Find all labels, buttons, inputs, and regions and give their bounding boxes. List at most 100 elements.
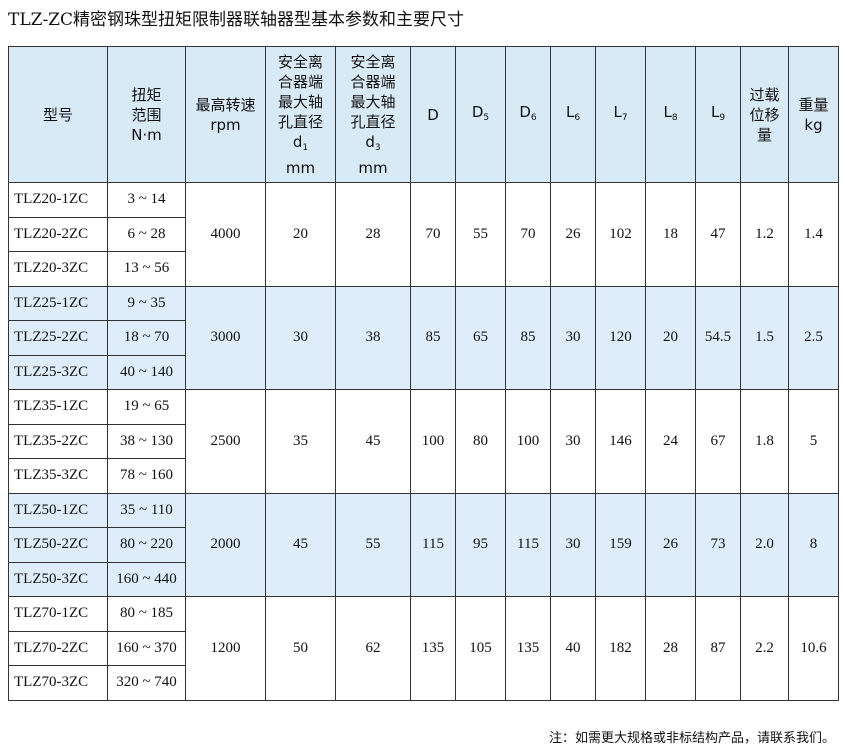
- header-label: 型号: [42, 105, 73, 124]
- table-row: TLZ50-2ZC 80 ~ 220: [8, 527, 839, 563]
- value-cell: 85: [505, 285, 551, 390]
- torque-range-cell: 80 ~ 220: [107, 527, 186, 563]
- table-row: TLZ25-1ZC 9 ~ 35 3000 30 38 85 65 85 30 120 20 54.5…: [8, 285, 839, 390]
- value-cell: 10.6: [788, 596, 839, 701]
- value-cell: 1.4: [788, 182, 839, 287]
- model-cell: TLZ70-3ZC: [8, 665, 108, 701]
- value-cell: 2.2: [740, 596, 789, 701]
- value-cell: 73: [695, 492, 741, 597]
- value-cell: 2.5: [788, 285, 839, 390]
- table-row: TLZ70-1ZC 80 ~ 185 1200 50 62 135 105 135 40 182 2…: [8, 596, 839, 701]
- model-cell: TLZ35-3ZC: [8, 458, 108, 494]
- table-row: TLZ25-2ZC 18 ~ 70: [8, 320, 839, 356]
- column-header: 安全离 合器端 最大轴 孔直径 d3 mm: [335, 46, 411, 183]
- value-cell: 3000: [185, 285, 266, 390]
- value-cell: 50: [265, 596, 336, 701]
- value-cell: 65: [455, 285, 506, 390]
- value-cell: 135: [505, 596, 551, 701]
- column-header: D: [410, 46, 456, 183]
- value-cell: 120: [595, 285, 646, 390]
- value-cell: 5: [788, 389, 839, 494]
- model-cell: TLZ25-2ZC: [8, 320, 108, 356]
- torque-range-cell: 78 ~ 160: [107, 458, 186, 494]
- model-cell: TLZ25-3ZC: [8, 354, 108, 390]
- column-header: 最高转速 rpm: [185, 46, 266, 183]
- value-cell: 182: [595, 596, 646, 701]
- table-row: TLZ50-3ZC 160 ~ 440: [8, 561, 839, 597]
- value-cell: 1.2: [740, 182, 789, 287]
- model-cell: TLZ25-1ZC: [8, 285, 108, 321]
- value-cell: 115: [410, 492, 456, 597]
- header-subscript: 1: [302, 142, 309, 153]
- value-cell: 100: [410, 389, 456, 494]
- table-row: TLZ35-2ZC 38 ~ 130: [8, 423, 839, 459]
- header-subscript: 7: [621, 112, 628, 123]
- torque-range-cell: 40 ~ 140: [107, 354, 186, 390]
- value-cell: 45: [265, 492, 336, 597]
- value-cell: 28: [335, 182, 411, 287]
- column-header: 重量 kg: [788, 46, 839, 183]
- torque-range-cell: 18 ~ 70: [107, 320, 186, 356]
- value-cell: 30: [550, 492, 596, 597]
- value-cell: 28: [645, 596, 696, 701]
- header-subscript: 5: [483, 112, 490, 123]
- header-subscript: 6: [574, 112, 581, 123]
- column-header: L9: [695, 46, 741, 183]
- value-cell: 30: [550, 285, 596, 390]
- value-cell: 85: [410, 285, 456, 390]
- header-label: L: [663, 102, 672, 121]
- value-cell: 2500: [185, 389, 266, 494]
- model-cell: TLZ35-1ZC: [8, 389, 108, 425]
- value-cell: 20: [645, 285, 696, 390]
- header-label: L: [613, 102, 622, 121]
- value-cell: 67: [695, 389, 741, 494]
- model-cell: TLZ20-3ZC: [8, 251, 108, 287]
- header-label: 最高转速 rpm: [195, 95, 256, 134]
- header-label: 重量 kg: [798, 95, 829, 134]
- column-header: L7: [595, 46, 646, 183]
- column-header: D5: [455, 46, 506, 183]
- value-cell: 18: [645, 182, 696, 287]
- torque-range-cell: 6 ~ 28: [107, 216, 186, 252]
- model-cell: TLZ20-1ZC: [8, 182, 108, 218]
- header-label: L: [565, 102, 575, 121]
- table-row: TLZ70-3ZC 320 ~ 740: [8, 665, 839, 701]
- parameter-table: 型号 扭矩 范围 N·m 最高转速 rpm 安全离 合器端 最大轴 孔直径 d1 mm…: [8, 46, 839, 701]
- model-cell: TLZ35-2ZC: [8, 423, 108, 459]
- model-cell: TLZ20-2ZC: [8, 216, 108, 252]
- model-cell: TLZ50-2ZC: [8, 527, 108, 563]
- torque-range-cell: 38 ~ 130: [107, 423, 186, 459]
- value-cell: 2.0: [740, 492, 789, 597]
- value-cell: 20: [265, 182, 336, 287]
- model-cell: TLZ70-1ZC: [8, 596, 108, 632]
- value-cell: 70: [505, 182, 551, 287]
- value-cell: 40: [550, 596, 596, 701]
- value-cell: 95: [455, 492, 506, 597]
- table-row: TLZ20-2ZC 6 ~ 28: [8, 216, 839, 252]
- column-header: L6: [550, 46, 596, 183]
- header-label: 过载 位移 量: [749, 85, 780, 144]
- header-label: D: [519, 102, 531, 121]
- column-header: 安全离 合器端 最大轴 孔直径 d1 mm: [265, 46, 336, 183]
- column-header: D6: [505, 46, 551, 183]
- torque-range-cell: 320 ~ 740: [107, 665, 186, 701]
- footnote: 注：如需更大规格或非标结构产品，请联系我们。: [548, 731, 835, 746]
- column-header: 过载 位移 量: [740, 46, 789, 183]
- value-cell: 8: [788, 492, 839, 597]
- model-cell: TLZ50-3ZC: [8, 561, 108, 597]
- table-row: TLZ25-3ZC 40 ~ 140: [8, 354, 839, 390]
- value-cell: 45: [335, 389, 411, 494]
- value-cell: 26: [550, 182, 596, 287]
- value-cell: 70: [410, 182, 456, 287]
- torque-range-cell: 80 ~ 185: [107, 596, 186, 632]
- value-cell: 24: [645, 389, 696, 494]
- table-row: TLZ20-1ZC 3 ~ 14 4000 20 28 70 55 70 26 102 18 47 1.…: [8, 182, 839, 287]
- value-cell: 55: [335, 492, 411, 597]
- value-cell: 135: [410, 596, 456, 701]
- value-cell: 105: [455, 596, 506, 701]
- table-row: TLZ70-2ZC 160 ~ 370: [8, 630, 839, 666]
- value-cell: 115: [505, 492, 551, 597]
- value-cell: 55: [455, 182, 506, 287]
- value-cell: 146: [595, 389, 646, 494]
- value-cell: 2000: [185, 492, 266, 597]
